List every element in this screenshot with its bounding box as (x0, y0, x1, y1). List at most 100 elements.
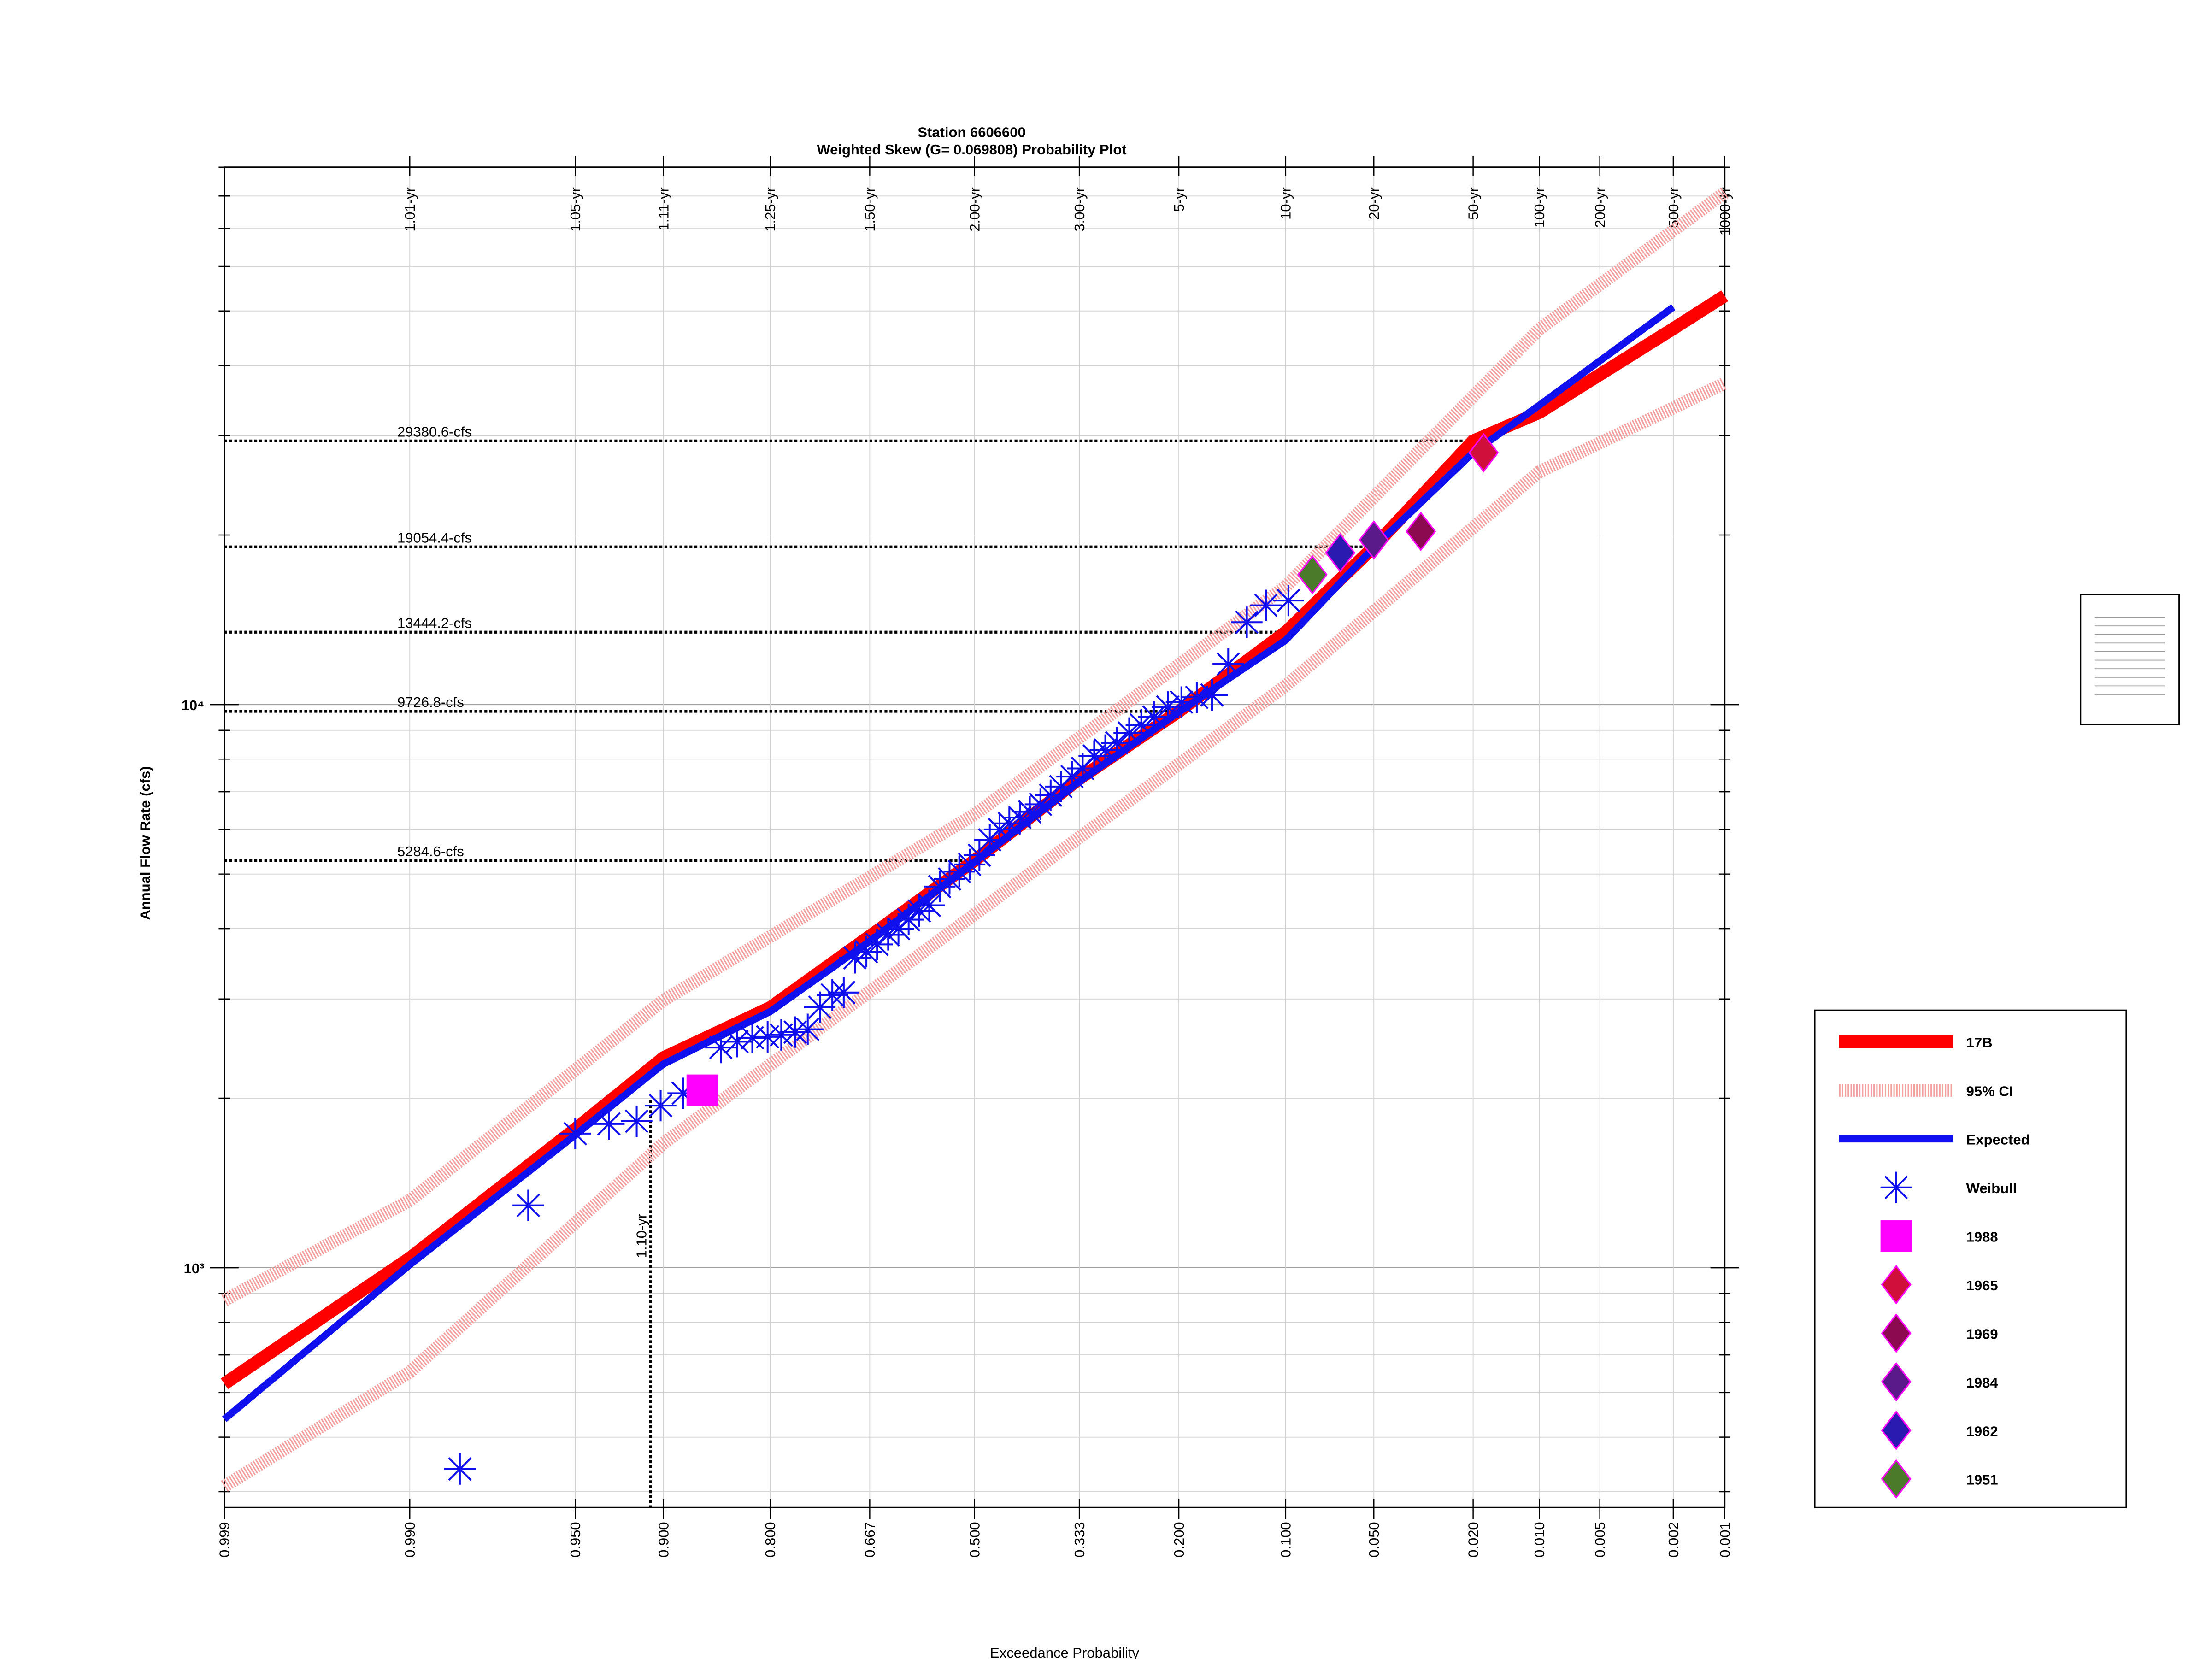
reference-label: 13444.2-cfs (397, 615, 472, 631)
x2-tick-label: 50-yr (1465, 187, 1481, 220)
weibull-point (752, 1021, 783, 1053)
weibull-point (913, 889, 945, 921)
legend-label: 1962 (1966, 1423, 1998, 1439)
weibull-point (721, 1026, 753, 1058)
x-tick-label: 0.020 (1465, 1522, 1481, 1558)
weibull-point (964, 839, 995, 871)
weibull-point (1056, 760, 1088, 793)
x2-tick-label: 100-yr (1531, 187, 1547, 228)
historic-point (1468, 433, 1499, 473)
x2-tick-label: 200-yr (1592, 187, 1608, 228)
reference-label: 1.10-yr (633, 1214, 649, 1258)
x-tick-label: 0.990 (402, 1522, 418, 1558)
legend-label: 1951 (1966, 1472, 1998, 1488)
ci-lower (221, 377, 1728, 1492)
x-tick-label: 0.333 (1071, 1522, 1088, 1558)
weibull-point (861, 929, 893, 960)
legend-swatch (1881, 1265, 1912, 1305)
weibull-point (736, 1022, 768, 1054)
reference-label: 19054.4-cfs (397, 529, 472, 546)
legend-swatch (1881, 1313, 1912, 1353)
weibull-point (593, 1108, 625, 1140)
historic-point (686, 1074, 718, 1106)
x-tick-label: 0.900 (655, 1522, 671, 1558)
reference-label: 9726.8-cfs (397, 694, 464, 710)
x-tick-label: 0.010 (1531, 1522, 1547, 1558)
x-tick-label: 0.005 (1592, 1522, 1608, 1558)
legend-swatch (1880, 1171, 1912, 1203)
x2-tick-label: 5-yr (1171, 187, 1187, 212)
weibull-point (850, 936, 882, 968)
x-tick-label: 0.200 (1171, 1522, 1187, 1558)
weibull-point (1181, 682, 1213, 713)
weibull-point (1138, 701, 1170, 733)
x2-tick-label: 2.00-yr (967, 187, 983, 231)
x-tick-label: 0.100 (1278, 1522, 1294, 1558)
weibull-point (893, 904, 924, 935)
weibull-point (903, 895, 935, 927)
legend-label: 1965 (1966, 1277, 1998, 1294)
weibull-point (872, 919, 904, 951)
historic-point (1359, 520, 1389, 560)
x2-tick-label: 20-yr (1366, 187, 1382, 220)
weibull-point (1089, 734, 1121, 766)
weibull-point (983, 813, 1016, 846)
x2-tick-label: 1.05-yr (567, 187, 583, 231)
x2-tick-label: 10-yr (1278, 187, 1294, 220)
x2-tick-label: 1.11-yr (655, 187, 671, 230)
legend-label: Expected (1966, 1132, 2030, 1148)
y-tick-label: 10⁴ (182, 697, 205, 713)
legend-swatch (1881, 1362, 1912, 1402)
weibull-point (943, 856, 975, 888)
weibull-point (804, 991, 836, 1023)
weibull-point (792, 1013, 824, 1045)
x-tick-label: 0.500 (967, 1522, 983, 1558)
weibull-point (779, 1016, 811, 1048)
weibull-point (1250, 589, 1282, 621)
weibull-point (828, 977, 859, 1008)
weibull-point (934, 863, 965, 895)
reference-label: 29380.6-cfs (397, 424, 472, 440)
historic-point (1325, 533, 1356, 573)
weibull-point (559, 1118, 591, 1150)
legend-label: 1988 (1966, 1229, 1998, 1245)
weibull-point (1125, 709, 1157, 741)
weibull-point (645, 1090, 677, 1122)
x-tick-label: 0.002 (1665, 1522, 1682, 1558)
weibull-point (765, 1019, 797, 1051)
weibull-point (1113, 717, 1145, 749)
y-axis-label: Annual Flow Rate (cfs) (137, 766, 153, 920)
legend-swatch (1880, 1220, 1912, 1252)
x2-tick-label: 1.25-yr (762, 187, 778, 231)
curve (222, 304, 1676, 1422)
weibull-point (839, 942, 871, 974)
chart-subtitle: Weighted Skew (G= 0.069808) Probability … (817, 141, 1126, 158)
x2-tick-label: 1.01-yr (402, 187, 418, 231)
legend-swatch (1881, 1459, 1912, 1499)
x-tick-label: 0.800 (762, 1522, 778, 1558)
legend-swatch (1881, 1411, 1912, 1450)
weibull-point (621, 1105, 653, 1137)
weibull-point (705, 1031, 737, 1064)
summary-table (2080, 594, 2180, 725)
x-tick-label: 0.999 (217, 1522, 233, 1558)
weibull-point (1212, 648, 1244, 680)
weibull-point (512, 1189, 544, 1221)
weibull-point (994, 807, 1025, 839)
weibull-point (1165, 686, 1197, 718)
chart-title: Station 6606600 (918, 124, 1025, 141)
weibull-point (1196, 679, 1228, 711)
legend-label: Weibull (1966, 1180, 2017, 1196)
x-tick-label: 0.001 (1717, 1522, 1733, 1558)
x-tick-label: 0.667 (862, 1522, 878, 1558)
plot-frame (224, 166, 1726, 1508)
x2-tick-label: 3.00-yr (1071, 187, 1088, 231)
weibull-point (444, 1453, 476, 1485)
y-tick-label: 10³ (184, 1260, 205, 1277)
weibull-point (667, 1077, 699, 1109)
historic-point (1297, 555, 1328, 595)
x-axis-label: Exceedance Probability (990, 1645, 1139, 1659)
weibull-point (1014, 796, 1046, 828)
reference-label: 5284.6-cfs (397, 843, 464, 859)
